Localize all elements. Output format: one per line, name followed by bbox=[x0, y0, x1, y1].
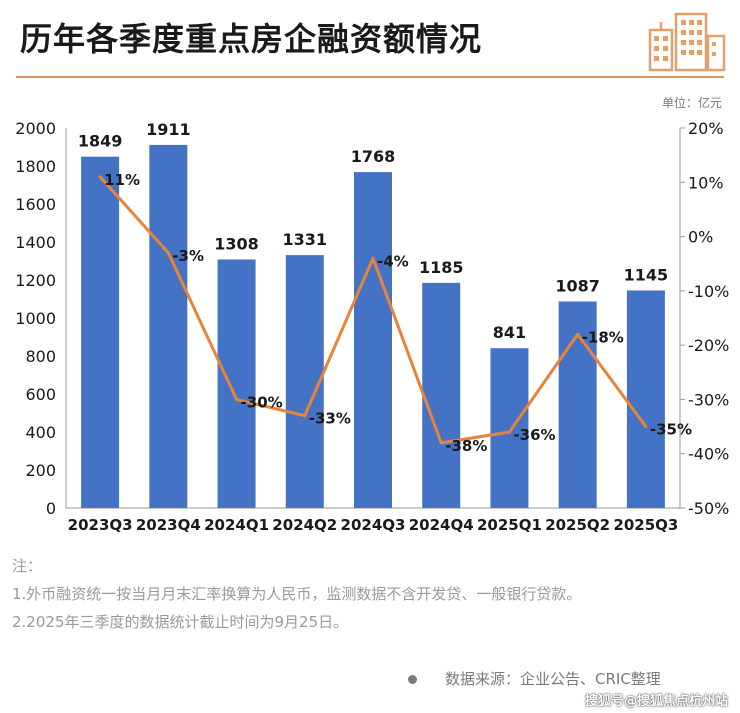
left-tick-label: 1800 bbox=[15, 157, 56, 176]
bar bbox=[285, 255, 324, 508]
financing-chart: 0 200 400 600 800 1000 1200 1400 1600 1800 2000 -50… bbox=[15, 119, 729, 534]
line-value-label: -3% bbox=[172, 247, 204, 265]
left-tick-label: 600 bbox=[25, 385, 56, 404]
right-tick-label: -40% bbox=[688, 445, 729, 464]
bar bbox=[626, 290, 665, 508]
bar-value-label: 841 bbox=[493, 323, 526, 342]
left-tick-label: 800 bbox=[25, 347, 56, 366]
unit-label: 单位：亿元 bbox=[661, 96, 722, 110]
category-label: 2024Q2 bbox=[272, 516, 337, 534]
line-value-label: -33% bbox=[309, 410, 351, 428]
left-tick-label: 1000 bbox=[15, 309, 56, 328]
line-point bbox=[235, 397, 239, 401]
line-value-label: -36% bbox=[513, 426, 555, 444]
header-divider bbox=[16, 76, 724, 78]
category-label: 2023Q3 bbox=[68, 516, 133, 534]
source-line: 数据来源：企业公告、CRIC整理 bbox=[408, 668, 661, 689]
category-label: 2024Q4 bbox=[409, 516, 474, 534]
note-line-2: 2.2025年三季度的数据统计截止时间为9月25日。 bbox=[12, 613, 349, 631]
line-point bbox=[644, 425, 648, 429]
category-label: 2024Q1 bbox=[204, 516, 269, 534]
line-point bbox=[371, 256, 375, 260]
bar bbox=[422, 282, 461, 508]
line-value-label: -18% bbox=[582, 328, 624, 346]
watermark: 搜狐号@搜狐焦点杭州站 bbox=[584, 694, 728, 709]
bar bbox=[490, 348, 529, 508]
bar-value-label: 1087 bbox=[555, 276, 600, 295]
line-value-label: 11% bbox=[104, 171, 140, 189]
right-tick-label: -50% bbox=[688, 499, 729, 518]
bar-value-label: 1185 bbox=[419, 258, 464, 277]
note-line-1: 1.外币融资统一按当月月末汇率换算为人民币，监测数据不含开发贷、一般银行贷款。 bbox=[12, 585, 582, 603]
bar-value-label: 1849 bbox=[78, 132, 123, 151]
notes-heading: 注： bbox=[12, 557, 43, 575]
bar-value-label: 1145 bbox=[624, 265, 669, 284]
bar-value-label: 1331 bbox=[283, 230, 328, 249]
category-label: 2025Q3 bbox=[613, 516, 678, 534]
right-tick-label: 10% bbox=[688, 173, 724, 192]
bar bbox=[217, 259, 256, 508]
left-tick-label: 200 bbox=[25, 461, 56, 480]
left-tick-label: 1400 bbox=[15, 233, 56, 252]
line-point bbox=[507, 430, 511, 434]
category-label: 2025Q1 bbox=[477, 516, 542, 534]
line-value-label: -38% bbox=[445, 437, 487, 455]
line-value-label: -35% bbox=[650, 421, 692, 439]
line-value-label: -30% bbox=[241, 393, 283, 411]
line-value-label: -4% bbox=[377, 252, 409, 270]
bar bbox=[354, 172, 392, 508]
left-tick-label: 2000 bbox=[15, 119, 56, 138]
page-title: 历年各季度重点房企融资额情况 bbox=[20, 20, 483, 58]
line-point bbox=[303, 414, 307, 418]
category-label: 2025Q2 bbox=[545, 516, 610, 534]
bullet-dot-icon bbox=[408, 675, 417, 684]
bar bbox=[81, 156, 120, 508]
left-tick-label: 1200 bbox=[15, 271, 56, 290]
category-label: 2023Q4 bbox=[136, 516, 201, 534]
bar bbox=[149, 144, 188, 508]
left-tick-label: 400 bbox=[25, 423, 56, 442]
notes: 注： 1.外币融资统一按当月月末汇率换算为人民币，监测数据不含开发贷、一般银行贷… bbox=[12, 552, 728, 636]
category-label: 2024Q3 bbox=[341, 516, 406, 534]
right-tick-label: 20% bbox=[688, 119, 724, 138]
line-point bbox=[576, 332, 580, 336]
line-point bbox=[166, 251, 170, 255]
bar-value-label: 1768 bbox=[351, 147, 396, 166]
right-tick-label: -20% bbox=[688, 336, 729, 355]
line-point bbox=[98, 175, 102, 179]
right-tick-label: 0% bbox=[688, 228, 713, 247]
right-tick-label: -10% bbox=[688, 282, 729, 301]
right-tick-label: -30% bbox=[688, 390, 729, 409]
building-logo-icon bbox=[648, 12, 726, 72]
left-tick-label: 0 bbox=[46, 499, 56, 518]
line-point bbox=[439, 441, 443, 445]
bar-value-label: 1911 bbox=[146, 120, 191, 139]
source-text: 数据来源：企业公告、CRIC整理 bbox=[445, 670, 661, 688]
bar-value-label: 1308 bbox=[214, 234, 259, 253]
left-tick-label: 1600 bbox=[15, 195, 56, 214]
